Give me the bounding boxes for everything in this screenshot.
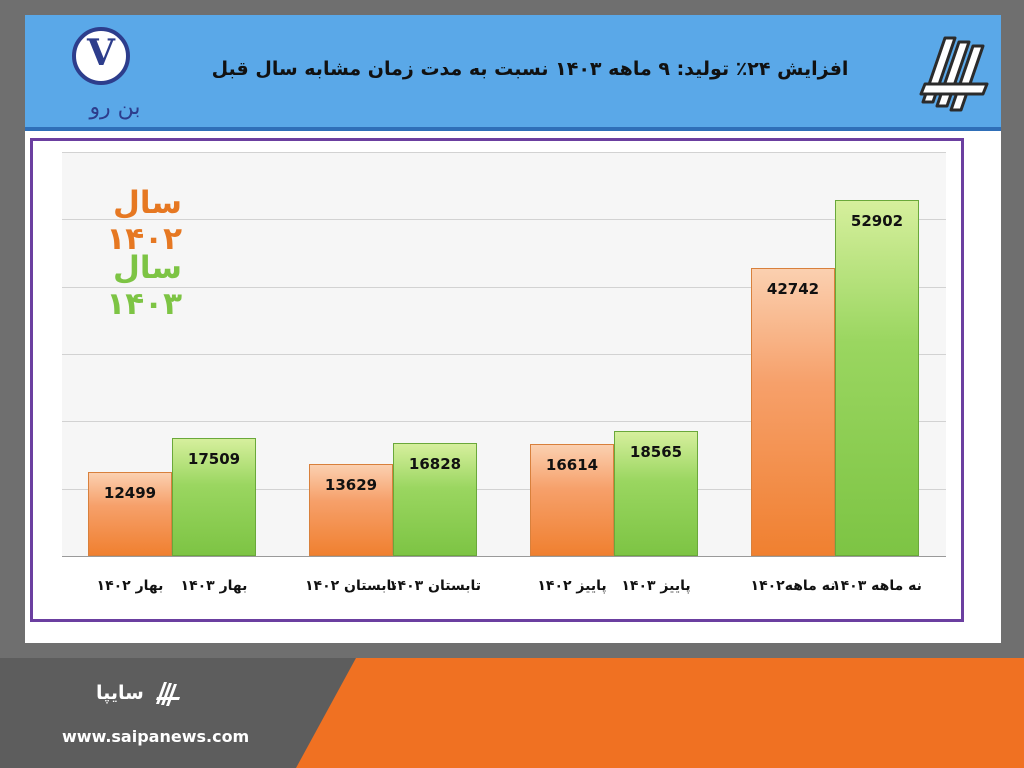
v-logo: V بن رو: [50, 25, 180, 125]
data-label: 16614: [545, 456, 599, 475]
bar-1403: [614, 430, 698, 556]
gridline: [62, 421, 946, 423]
header-band: [25, 15, 1001, 129]
saipa-logo-small-icon: [156, 682, 180, 706]
x-tick-label: پاییز ۱۴۰۲: [537, 578, 607, 594]
gridline: [62, 219, 946, 221]
x-tick-label: بهار ۱۴۰۲: [96, 578, 164, 594]
bar-1403: [393, 442, 477, 556]
footer-accent: [296, 658, 1024, 768]
v-logo-letter: V: [87, 32, 115, 74]
gridline: [62, 354, 946, 355]
gridline: [62, 152, 946, 153]
data-label: 52902: [850, 211, 904, 230]
data-label: 42742: [766, 280, 820, 299]
data-label: 13629: [324, 476, 378, 495]
x-tick-label: بهار ۱۴۰۳: [180, 578, 248, 594]
bar-1402: [88, 471, 172, 556]
bar-1402: [751, 268, 835, 556]
legend-item-1402: سال ۱۴۰۲: [106, 185, 182, 257]
x-tick-label: تابستان ۱۴۰۲: [305, 578, 397, 594]
x-axis: [62, 556, 946, 557]
v-logo-caption: بن رو: [89, 95, 141, 120]
x-tick-label: نه ماهه۱۴۰۲: [750, 578, 836, 594]
data-label: 18565: [629, 442, 683, 461]
footer-url-link[interactable]: www.saipanews.com: [62, 727, 250, 746]
v-logo-ring: [72, 27, 130, 85]
data-label: 16828: [408, 454, 462, 473]
header-divider: [25, 127, 1001, 131]
bar-1402: [530, 444, 614, 556]
x-tick-label: پاییز ۱۴۰۳: [621, 578, 691, 594]
gridline: [62, 286, 946, 288]
page-title: افزایش ۲۴٪ تولید: ۹ ماهه ۱۴۰۳ نسبت به مد…: [211, 58, 849, 80]
x-tick-label: تابستان ۱۴۰۳: [389, 578, 481, 594]
data-label: 12499: [103, 483, 157, 502]
bar-1402: [309, 464, 393, 556]
data-label: 17509: [187, 450, 241, 469]
bar-1403: [172, 438, 256, 556]
legend-item-1403: سال ۱۴۰۳: [106, 250, 182, 322]
x-tick-label: نه ماهه ۱۴۰۳: [832, 578, 922, 594]
gridline: [62, 488, 946, 490]
bar-1403: [835, 199, 919, 556]
footer-brand: سایپا: [96, 682, 144, 704]
saipa-logo-icon: [919, 36, 989, 112]
